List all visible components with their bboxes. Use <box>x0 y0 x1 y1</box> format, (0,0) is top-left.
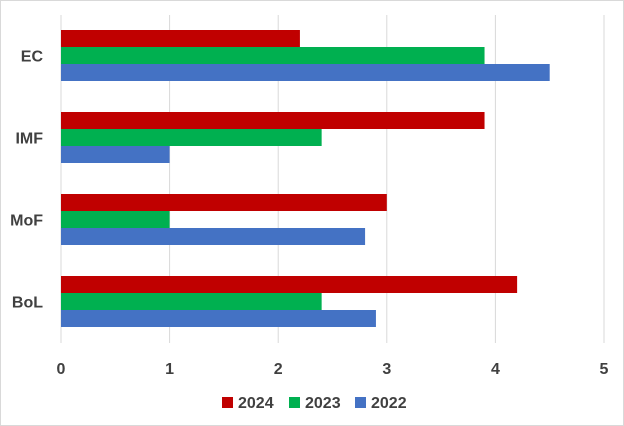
bar-mof-2024 <box>61 194 387 211</box>
legend-label-2022: 2022 <box>371 395 407 412</box>
x-tick-label: 4 <box>491 361 500 378</box>
x-tick-label: 5 <box>600 361 609 378</box>
x-tick-label: 2 <box>274 361 283 378</box>
legend-swatch-2022 <box>355 397 366 408</box>
x-tick-label: 0 <box>57 361 66 378</box>
category-label-mof: MoF <box>10 213 43 230</box>
legend-swatch-2024 <box>222 397 233 408</box>
bar-mof-2023 <box>61 211 170 228</box>
bar-imf-2024 <box>61 112 485 129</box>
bar-bol-2022 <box>61 310 376 327</box>
x-tick-labels: 0 1 2 3 4 5 <box>57 361 609 378</box>
x-tick-label: 1 <box>165 361 174 378</box>
bar-ec-2023 <box>61 47 485 64</box>
legend-swatch-2023 <box>289 397 300 408</box>
x-tick-label: 3 <box>382 361 391 378</box>
bar-ec-2024 <box>61 30 300 47</box>
category-label-bol: BoL <box>12 295 43 312</box>
bar-bol-2024 <box>61 276 518 293</box>
category-label-ec: EC <box>21 49 44 66</box>
legend-label-2023: 2023 <box>305 395 341 412</box>
category-label-imf: IMF <box>15 131 43 148</box>
bar-ec-2022 <box>61 64 550 81</box>
legend: 2024 2023 2022 <box>222 395 407 412</box>
bar-mof-2022 <box>61 228 366 245</box>
bar-bol-2023 <box>61 293 322 310</box>
bars <box>61 30 550 327</box>
bar-imf-2022 <box>61 146 170 163</box>
legend-label-2024: 2024 <box>238 395 274 412</box>
bar-imf-2023 <box>61 129 322 146</box>
category-labels: EC IMF MoF BoL <box>10 49 43 312</box>
